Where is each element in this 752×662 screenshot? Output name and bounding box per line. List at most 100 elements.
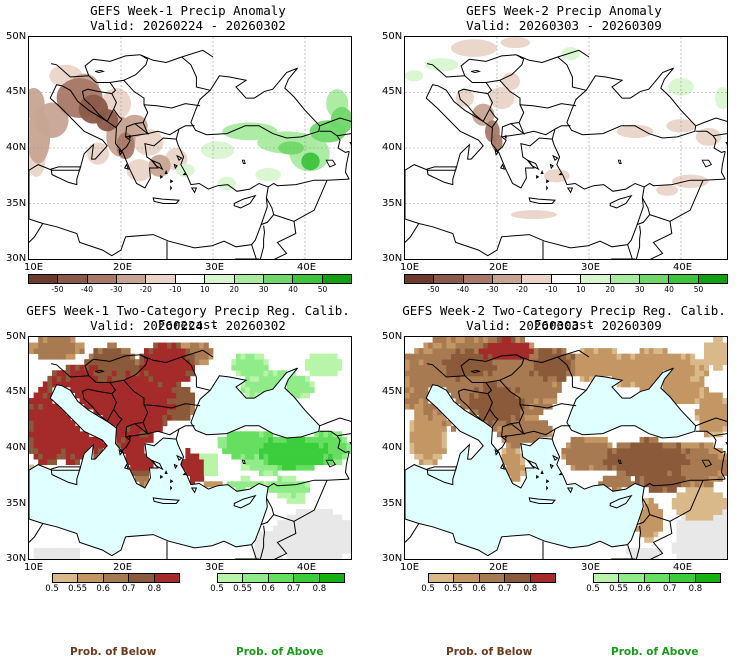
below-color-swatch [429,574,454,582]
prob-cell [213,453,218,460]
prob-cell [263,370,269,377]
prob-cell [616,370,622,377]
prob-cell [492,392,498,399]
prob-cell [520,464,525,471]
prob-cell [52,453,57,460]
prob-cell [483,364,489,371]
prob-cell [56,420,62,427]
prob-cell [295,520,301,527]
prob-cell [98,386,103,393]
prob-cell [492,425,498,432]
prob-cell [286,475,292,482]
prob-below-label-left: Prob. of Below [70,646,157,658]
prob-cell [185,453,191,460]
prob-cell [717,514,723,521]
prob-cell [328,547,333,554]
prob-cell [460,353,466,360]
prob-cell [474,403,479,410]
prob-cell [570,370,576,377]
prob-cell [286,448,292,454]
prob-cell [121,398,126,404]
prob-cell [130,453,136,460]
island [549,463,554,470]
prob-cell [300,481,306,488]
prob-cell [231,359,237,366]
prob-cell [203,348,209,355]
prob-cell [134,448,140,454]
prob-cell [33,420,39,427]
prob-cell [185,464,191,471]
lat-label-35: 35N [382,198,403,209]
prob-cell [625,453,631,460]
prob-cell [167,414,172,421]
prob-cell [441,337,447,343]
anomaly-color-swatch [521,275,551,283]
prob-cell [510,403,516,410]
prob-cell [708,470,714,477]
prob-cell [185,364,191,371]
prob-cell [111,364,117,371]
prob-cell [47,409,53,416]
prob-cell [180,386,186,393]
prob-cell [497,409,502,416]
country-border [469,54,517,62]
prob-cell [70,386,76,393]
prob-cell [259,386,264,393]
island [536,174,540,179]
prob-cell [130,353,136,360]
prob-cell [249,353,255,360]
prob-cell [418,442,424,449]
prob-cell [33,442,39,449]
island [151,159,164,171]
island [536,474,540,479]
prob-cell [690,514,696,521]
prob-cell [213,459,218,466]
prob-cell [704,442,709,449]
colorbar-tick-label: -20 [515,285,528,294]
prob-cell [263,464,269,471]
prob-cell [524,398,530,404]
prob-cell [272,486,278,493]
prob-cell [300,442,306,449]
prob-cell [176,348,182,355]
prob-cell [236,481,241,488]
prob-cell [286,381,292,388]
prob-cell [56,381,62,388]
prob-cell [70,375,76,382]
above-color-swatch [594,574,619,582]
prob-cell [423,403,429,410]
island [50,166,82,186]
prob-cell [694,492,700,499]
prob-cell [102,414,108,421]
prob-cell [88,442,94,449]
prob-cell [474,375,479,382]
colorbar-tick-label: 0.6 [261,584,275,594]
prob-cell [148,348,154,355]
prob-cell [681,353,686,360]
prob-cell [437,448,443,454]
prob-cell [29,448,34,454]
prob-cell [492,353,498,360]
prob-cell [653,436,659,443]
prob-cell [699,531,705,538]
prob-cell [538,431,544,438]
prob-cell [286,386,292,393]
prob-cell [295,553,301,559]
prob-cell [194,459,200,466]
colorbar-tick-label: 0.5 [45,584,59,594]
prob-cell [38,425,44,432]
prob-cell [455,342,461,349]
prob-cell [38,353,44,360]
island [190,487,198,494]
prob-cell [414,381,420,388]
prob-cell [65,547,71,554]
prob-cell [328,364,333,371]
anomaly-patch [500,37,531,49]
prob-cell [510,359,516,366]
prob-cell [268,459,274,466]
prob-cell [492,364,498,371]
prob-cell [286,525,292,532]
prob-cell [139,364,145,371]
prob-cell [418,403,424,410]
prob-cell [409,431,415,438]
